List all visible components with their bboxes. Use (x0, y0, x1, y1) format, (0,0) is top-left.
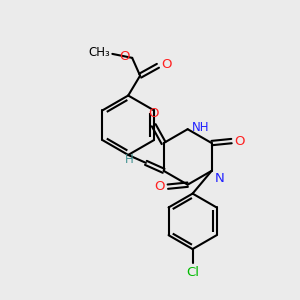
Text: N: N (214, 172, 224, 185)
Text: Cl: Cl (186, 266, 199, 279)
Text: O: O (161, 58, 171, 71)
Text: O: O (154, 180, 165, 193)
Text: O: O (120, 50, 130, 63)
Text: O: O (235, 135, 245, 148)
Text: H: H (125, 153, 134, 167)
Text: CH₃: CH₃ (88, 46, 110, 59)
Text: NH: NH (192, 121, 209, 134)
Text: O: O (148, 107, 159, 120)
